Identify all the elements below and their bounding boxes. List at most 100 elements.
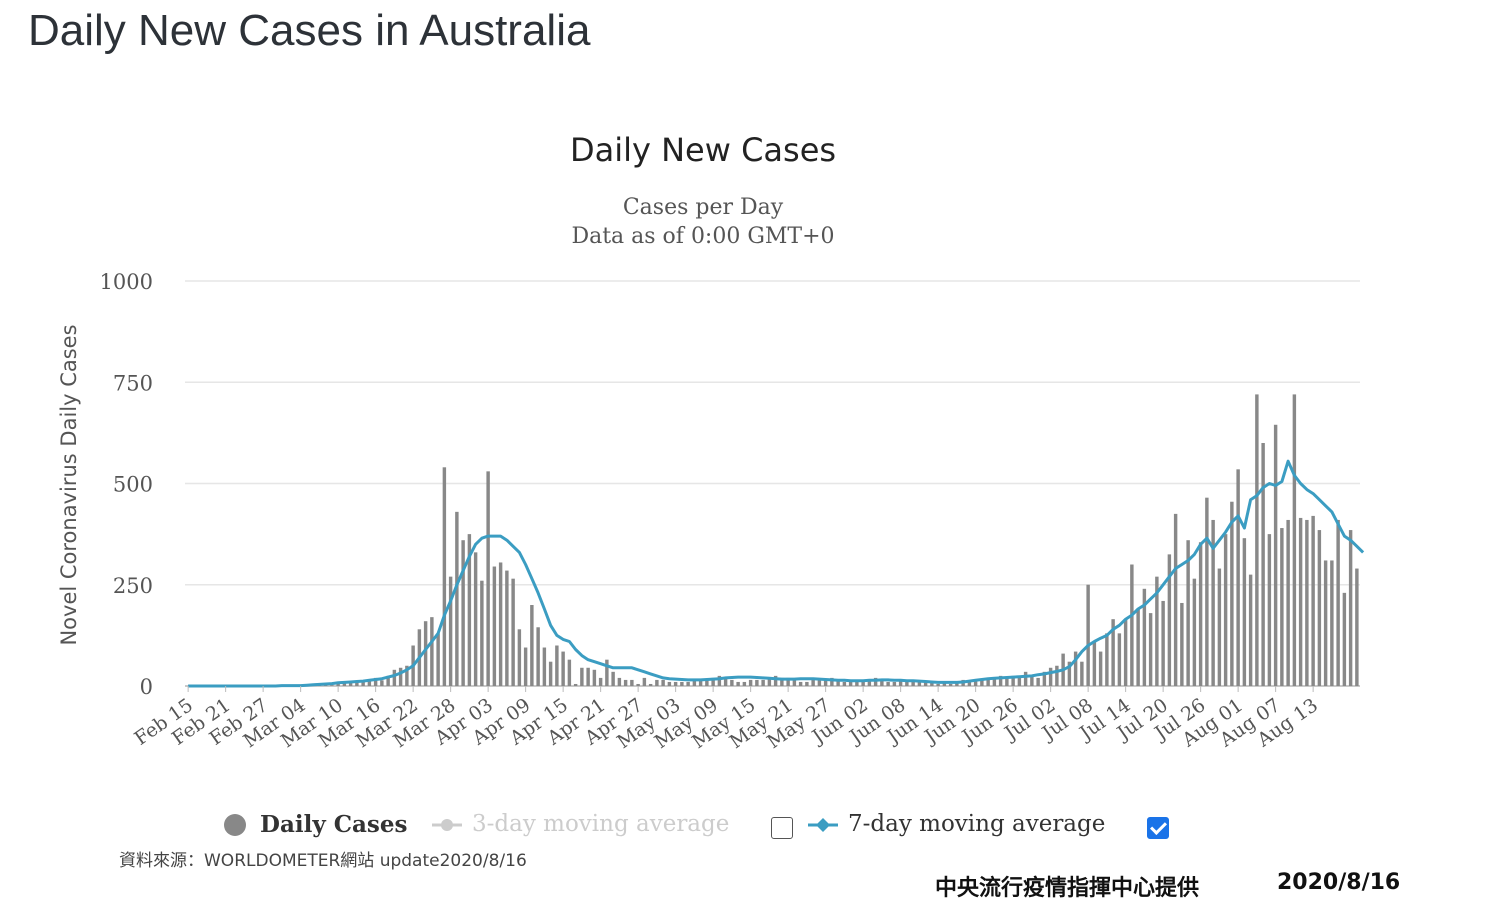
daily-cases-bar[interactable]	[380, 680, 384, 686]
daily-cases-bar[interactable]	[611, 671, 615, 686]
daily-cases-bar[interactable]	[680, 681, 684, 686]
daily-cases-bar[interactable]	[836, 679, 840, 686]
daily-cases-bar[interactable]	[1011, 675, 1015, 686]
daily-cases-bar[interactable]	[936, 683, 940, 686]
daily-cases-bar[interactable]	[798, 681, 803, 686]
daily-cases-bar[interactable]	[1292, 394, 1297, 686]
daily-cases-bar[interactable]	[1242, 538, 1247, 686]
daily-cases-bar[interactable]	[548, 661, 553, 686]
daily-cases-bar[interactable]	[355, 681, 359, 686]
daily-cases-bar[interactable]	[661, 679, 665, 686]
daily-cases-bar[interactable]	[1248, 574, 1253, 686]
daily-cases-bar[interactable]	[436, 633, 440, 686]
daily-cases-bar[interactable]	[923, 681, 928, 686]
daily-cases-bar[interactable]	[1048, 667, 1053, 686]
daily-cases-bar[interactable]	[1230, 501, 1234, 686]
daily-cases-bar[interactable]	[742, 681, 747, 686]
daily-cases-bar[interactable]	[1223, 534, 1228, 686]
daily-cases-bar[interactable]	[705, 679, 709, 686]
daily-cases-bar[interactable]	[973, 679, 978, 686]
daily-cases-bar[interactable]	[536, 627, 540, 686]
daily-cases-bar[interactable]	[630, 679, 634, 686]
daily-cases-bar[interactable]	[1217, 568, 1222, 686]
daily-cases-bar[interactable]	[692, 679, 697, 686]
daily-cases-bar[interactable]	[873, 677, 878, 686]
daily-cases-bar[interactable]	[505, 570, 509, 686]
daily-cases-bar[interactable]	[586, 667, 590, 686]
daily-cases-bar[interactable]	[655, 679, 659, 686]
daily-cases-bar[interactable]	[686, 681, 690, 686]
daily-cases-bar[interactable]	[1255, 394, 1259, 686]
daily-cases-bar[interactable]	[886, 681, 890, 686]
daily-cases-bar[interactable]	[980, 679, 984, 686]
daily-cases-bar[interactable]	[455, 511, 459, 686]
daily-cases-bar[interactable]	[1186, 540, 1190, 686]
daily-cases-bar[interactable]	[517, 629, 522, 686]
daily-cases-bar[interactable]	[461, 540, 465, 686]
daily-cases-bar[interactable]	[667, 681, 672, 686]
daily-cases-bar[interactable]	[780, 677, 784, 686]
daily-cases-bar[interactable]	[817, 679, 822, 686]
daily-cases-bar[interactable]	[1148, 613, 1153, 686]
daily-cases-bar[interactable]	[592, 669, 597, 686]
daily-cases-bar[interactable]	[805, 681, 809, 686]
daily-cases-bar[interactable]	[911, 679, 915, 686]
daily-cases-bar[interactable]	[1111, 619, 1115, 686]
daily-cases-bar[interactable]	[580, 667, 584, 686]
legend-daily-cases[interactable]: Daily Cases	[222, 806, 407, 842]
daily-cases-bar[interactable]	[480, 580, 484, 686]
daily-cases-bar[interactable]	[855, 679, 859, 686]
daily-cases-bar[interactable]	[498, 562, 503, 686]
daily-cases-bar[interactable]	[1017, 677, 1022, 686]
daily-cases-bar[interactable]	[648, 683, 653, 686]
daily-cases-bar[interactable]	[1005, 677, 1009, 686]
daily-cases-bar[interactable]	[792, 679, 797, 686]
daily-cases-bar[interactable]	[1336, 519, 1340, 686]
daily-cases-bar[interactable]	[542, 647, 547, 686]
daily-cases-bar[interactable]	[992, 677, 997, 686]
daily-cases-bar[interactable]	[748, 679, 753, 686]
daily-cases-bar[interactable]	[861, 679, 865, 686]
legend-7day-average[interactable]: 7-day moving average	[806, 806, 1105, 842]
daily-cases-bar[interactable]	[1342, 592, 1347, 686]
seven-day-average-line[interactable]	[188, 459, 1365, 688]
daily-cases-bar[interactable]	[605, 659, 609, 686]
daily-cases-bar[interactable]	[1117, 633, 1122, 686]
daily-cases-bar[interactable]	[1192, 578, 1197, 686]
daily-cases-bar[interactable]	[1067, 661, 1072, 686]
daily-cases-bar[interactable]	[917, 681, 922, 686]
daily-cases-bar[interactable]	[373, 677, 378, 686]
daily-cases-bar[interactable]	[567, 659, 572, 686]
daily-cases-bar[interactable]	[523, 647, 528, 686]
daily-cases-bar[interactable]	[442, 467, 447, 686]
daily-cases-bar[interactable]	[730, 679, 734, 686]
daily-cases-bar[interactable]	[405, 665, 409, 686]
daily-cases-bar[interactable]	[423, 621, 428, 686]
daily-cases-bar[interactable]	[698, 679, 703, 686]
daily-cases-bar[interactable]	[1317, 530, 1322, 686]
daily-cases-bar[interactable]	[330, 685, 334, 686]
daily-cases-bar[interactable]	[636, 683, 640, 686]
daily-cases-bar[interactable]	[561, 651, 565, 686]
daily-cases-bar[interactable]	[1180, 602, 1184, 686]
daily-cases-bar[interactable]	[736, 681, 740, 686]
toggle-7day-average-checkbox[interactable]	[1147, 817, 1169, 839]
daily-cases-bar[interactable]	[1267, 534, 1272, 686]
daily-cases-bar[interactable]	[617, 677, 622, 686]
daily-cases-bar[interactable]	[1030, 675, 1034, 686]
daily-cases-bar[interactable]	[1280, 528, 1284, 686]
daily-cases-bar[interactable]	[892, 681, 897, 686]
daily-cases-bar[interactable]	[1311, 515, 1315, 686]
daily-cases-bar[interactable]	[823, 679, 828, 686]
daily-cases-bar[interactable]	[1261, 443, 1265, 686]
daily-cases-bar[interactable]	[1198, 542, 1203, 686]
daily-cases-bar[interactable]	[942, 681, 947, 686]
daily-cases-bar[interactable]	[398, 667, 403, 686]
daily-cases-bar[interactable]	[1086, 584, 1090, 686]
toggle-3day-average-checkbox[interactable]	[771, 817, 793, 839]
daily-cases-bar[interactable]	[761, 679, 765, 686]
daily-cases-bar[interactable]	[1161, 600, 1165, 686]
daily-cases-bar[interactable]	[755, 679, 759, 686]
daily-cases-bar[interactable]	[430, 617, 434, 686]
daily-cases-bar[interactable]	[1080, 661, 1084, 686]
